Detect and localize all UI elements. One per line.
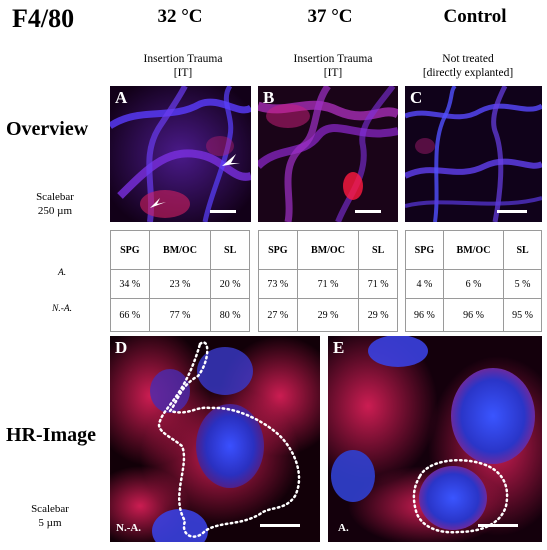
column-head-32: 32 °C xyxy=(157,6,203,27)
condition-a-line1: Insertion Trauma xyxy=(143,53,223,65)
table-cell: 77 % xyxy=(148,298,212,332)
overview-label: Overview xyxy=(6,118,89,140)
table-cell: 4 % xyxy=(405,269,444,299)
table-cell: 96 % xyxy=(405,298,444,332)
condition-c-line1: Not treated xyxy=(442,53,494,65)
scalebar-e xyxy=(478,524,518,527)
scalebar-d xyxy=(260,524,300,527)
overview-image-b xyxy=(258,86,398,222)
table-cell: 73 % xyxy=(258,269,298,299)
scalebar-b xyxy=(355,210,381,213)
hr-panel-e: E A. xyxy=(328,336,542,542)
condition-a: Insertion Trauma [IT] xyxy=(108,52,258,80)
table-cell: 20 % xyxy=(210,269,250,299)
hr-image-e xyxy=(328,336,542,542)
condition-b-line1: Insertion Trauma xyxy=(293,53,373,65)
table-cell: 29 % xyxy=(358,298,398,332)
condition-a-line2: [IT] xyxy=(173,67,193,79)
overview-panel-b: B xyxy=(258,86,398,222)
overview-panel-c: C xyxy=(405,86,542,222)
overview-scalebar-note: Scalebar 250 µm xyxy=(20,190,90,218)
table-b-row-a: 73 % 71 % 71 % xyxy=(258,269,398,299)
hr-panel-d: D N.-A. xyxy=(110,336,320,542)
table-cell: 27 % xyxy=(258,298,298,332)
condition-c: Not treated [directly explanted] xyxy=(398,52,538,80)
table-b-header-sl: SL xyxy=(358,230,398,270)
column-head-37: 37 °C xyxy=(307,6,353,27)
table-cell: 95 % xyxy=(503,298,542,332)
row-label-na: N.-A. xyxy=(52,304,73,314)
quant-table-c: SPG BM/OC SL 4 % 6 % 5 % 96 % 96 % 95 % xyxy=(405,230,542,332)
table-cell: 34 % xyxy=(110,269,150,299)
overview-panel-a: A xyxy=(110,86,251,222)
table-b-row-na: 27 % 29 % 29 % xyxy=(258,298,398,332)
hr-scalebar-note-l2: 5 µm xyxy=(38,517,62,529)
overview-image-c xyxy=(405,86,542,222)
table-c-header-bmoc: BM/OC xyxy=(442,230,505,270)
overview-image-a xyxy=(110,86,251,222)
table-b-header-spg: SPG xyxy=(258,230,298,270)
panel-letter-c: C xyxy=(410,88,423,107)
table-c-header-spg: SPG xyxy=(405,230,444,270)
table-cell: 23 % xyxy=(148,269,212,299)
hr-image-label: HR-Image xyxy=(6,424,96,446)
table-cell: 71 % xyxy=(358,269,398,299)
condition-c-line2: [directly explanted] xyxy=(422,67,514,79)
overview-scalebar-note-l1: Scalebar xyxy=(36,191,74,203)
condition-b-line2: [IT] xyxy=(323,67,343,79)
hr-scalebar-note: Scalebar 5 µm xyxy=(20,502,80,530)
table-a-row-na: 66 % 77 % 80 % xyxy=(110,298,250,332)
table-a-row-a: 34 % 23 % 20 % xyxy=(110,269,250,299)
scalebar-a xyxy=(210,210,236,213)
column-head-control: Control xyxy=(443,6,507,27)
table-cell: 96 % xyxy=(442,298,505,332)
panel-letter-d: D xyxy=(115,338,128,357)
table-c-header-sl: SL xyxy=(503,230,542,270)
table-a-header-sl: SL xyxy=(210,230,250,270)
panel-letter-b: B xyxy=(263,88,275,107)
table-cell: 29 % xyxy=(296,298,360,332)
table-cell: 71 % xyxy=(296,269,360,299)
panel-letter-a: A xyxy=(115,88,128,107)
scalebar-c xyxy=(497,210,527,213)
quant-table-a: SPG BM/OC SL 34 % 23 % 20 % 66 % 77 % 80… xyxy=(110,230,250,332)
table-c-row-na: 96 % 96 % 95 % xyxy=(405,298,542,332)
hr-image-d xyxy=(110,336,320,542)
hr-corner-label-e: A. xyxy=(338,522,349,534)
table-a-header-spg: SPG xyxy=(110,230,150,270)
overview-scalebar-note-l2: 250 µm xyxy=(37,205,73,217)
table-cell: 66 % xyxy=(110,298,150,332)
table-c-row-a: 4 % 6 % 5 % xyxy=(405,269,542,299)
row-label-a: A. xyxy=(58,268,67,278)
panel-letter-e: E xyxy=(333,338,345,357)
condition-b: Insertion Trauma [IT] xyxy=(258,52,408,80)
hr-scalebar-note-l1: Scalebar xyxy=(31,503,69,515)
hr-corner-label-d: N.-A. xyxy=(116,522,142,534)
table-b-header-bmoc: BM/OC xyxy=(296,230,360,270)
table-cell: 5 % xyxy=(503,269,542,299)
marker-title: F4/80 xyxy=(12,4,75,33)
table-a-header-bmoc: BM/OC xyxy=(148,230,212,270)
quant-table-b: SPG BM/OC SL 73 % 71 % 71 % 27 % 29 % 29… xyxy=(258,230,398,332)
table-cell: 6 % xyxy=(442,269,505,299)
table-cell: 80 % xyxy=(210,298,250,332)
